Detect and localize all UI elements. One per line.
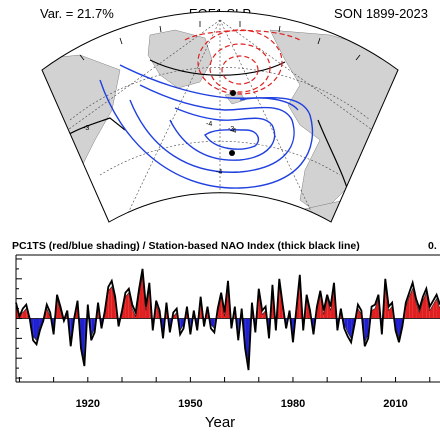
pc-area-segment — [409, 288, 413, 319]
correlation-label: 0. — [428, 240, 437, 252]
pc-area-segment — [405, 296, 410, 319]
pc-area-segment — [145, 288, 150, 319]
y-ticks — [16, 258, 22, 379]
map-frame — [41, 11, 399, 223]
station-marker-south — [229, 150, 235, 156]
pc-area-segment — [125, 292, 129, 319]
station-marker-north — [230, 90, 236, 96]
negative-contours — [99, 64, 314, 189]
x-tick-label: 1950 — [178, 398, 202, 410]
contour-label-1: -3 — [83, 125, 89, 132]
pc-area-segment — [262, 310, 266, 319]
contour-label-5: -4 — [216, 169, 222, 176]
timeseries-title: PC1TS (red/blue shading) / Station-based… — [12, 240, 360, 252]
pc-area-segment — [80, 318, 85, 361]
positive-contours — [184, 29, 301, 95]
contour-label-4: -4 — [230, 128, 236, 135]
pc-area-segment — [316, 294, 321, 319]
pc-area-segment — [412, 288, 417, 319]
pc-area-segment — [57, 298, 61, 319]
x-tick-label: 1980 — [281, 398, 305, 410]
pc-area-segment — [22, 308, 27, 319]
pc-area-segment — [364, 318, 369, 343]
pc-area-segment — [210, 318, 215, 329]
contour-label-3: -3 — [228, 126, 234, 133]
pc-area-segment — [416, 302, 420, 319]
pc-area-segment — [245, 318, 249, 363]
pc-area-segment — [419, 300, 423, 319]
eof-map: -3 -4 -3 -4 -4 — [41, 11, 399, 223]
pc-area-segment — [344, 318, 348, 333]
pc-area-segment — [36, 318, 40, 341]
pc-area-segment — [19, 312, 23, 319]
pc-area-segment — [156, 304, 160, 319]
nao-line — [15, 268, 440, 371]
variance-label: Var. = 21.7% — [40, 6, 114, 21]
graticule — [42, 19, 398, 223]
pc-area-segment — [91, 318, 95, 337]
contour-label-2: -4 — [206, 121, 212, 128]
frame-ticks — [79, 21, 361, 61]
pc-area-segment — [426, 292, 430, 319]
pc-area-segment — [139, 274, 143, 319]
pc-area-segment — [33, 318, 37, 341]
x-tick-label: 1920 — [76, 398, 100, 410]
pc-area-segment — [388, 306, 393, 319]
x-ticks: 1920 1950 1980 2010 — [18, 377, 431, 410]
pc-area-segment — [217, 296, 222, 319]
pc-area-segment — [173, 312, 177, 319]
pc-area-segment — [429, 304, 434, 319]
pc-area-segment — [327, 298, 331, 319]
pc-area-segment — [375, 298, 379, 319]
pc-area-segment — [180, 318, 184, 331]
x-axis-label: Year — [204, 414, 236, 431]
pc-area-segment — [395, 318, 399, 339]
pc-area-segment — [371, 308, 376, 319]
pc-area-segment — [128, 292, 133, 319]
land-europe — [269, 29, 398, 216]
station-markers — [229, 90, 236, 156]
season-label: SON 1899-2023 — [334, 6, 428, 21]
pc-area-segment — [279, 284, 283, 319]
timeseries-plot — [15, 268, 440, 371]
contour-labels: -3 -4 -3 -4 -4 — [83, 121, 236, 176]
pc-area-segment — [108, 286, 112, 319]
pc-area-segment — [330, 288, 334, 319]
pc-area-segment — [436, 298, 440, 319]
pc-area-segment — [357, 308, 362, 319]
pc-area-segment — [111, 286, 116, 319]
x-tick-label: 2010 — [383, 398, 407, 410]
